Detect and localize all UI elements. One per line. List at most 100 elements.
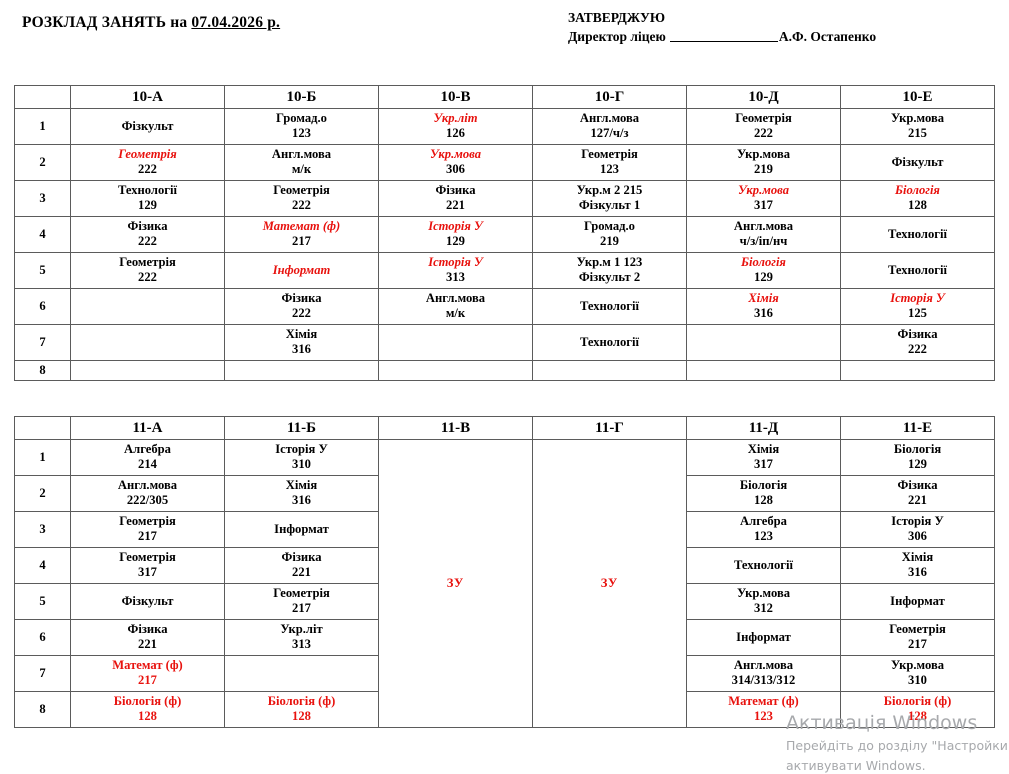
lesson-subject: Хімія <box>901 550 934 564</box>
lesson-room: 310 <box>908 673 927 687</box>
lesson-cell <box>686 324 841 361</box>
lesson-room: 217 <box>138 529 157 543</box>
lesson-room: 313 <box>292 637 311 651</box>
lesson-entry: Геометрія 217 <box>225 584 378 619</box>
column-header-10e: 10-Е <box>840 85 995 109</box>
lesson-subject: Укр.літ <box>433 111 478 125</box>
lesson-cell: Укр.мова 219 <box>686 144 841 181</box>
lesson-number-cell: 8 <box>14 360 71 381</box>
lesson-subject: Фізика <box>897 327 938 341</box>
lesson-number-cell: 1 <box>14 439 71 476</box>
lesson-entry <box>687 340 840 345</box>
column-header-10b: 10-Б <box>224 85 379 109</box>
lesson-entry: Англ.мова м/к <box>225 145 378 180</box>
lesson-cell: Історія У 313 <box>378 252 533 289</box>
watermark-line-1: Перейдіть до розділу "Настройки", <box>786 738 1009 753</box>
lesson-room: м/к <box>291 162 312 176</box>
lesson-subject: Історія У <box>891 514 944 528</box>
lesson-cell: Геометрія 222 <box>224 180 379 217</box>
lesson-room: 317 <box>754 457 773 471</box>
lesson-subject: Укр.мова <box>736 147 791 161</box>
lesson-cell: Історія У 306 <box>840 511 995 548</box>
lesson-subject: Хімія <box>748 291 779 305</box>
lesson-number-cell: 4 <box>14 216 71 253</box>
lesson-entry: Історія У 310 <box>225 440 378 475</box>
lesson-cell: Геометрія 217 <box>224 583 379 620</box>
table-row: 1 Фізкульт Громад.о 123 Укр.літ 126 Англ.мова 1… <box>14 108 995 145</box>
lesson-room: 310 <box>292 457 311 471</box>
lesson-entry: Геометрія 217 <box>71 512 224 547</box>
lesson-subject: Хімія <box>747 442 780 456</box>
lesson-room: 215 <box>908 126 927 140</box>
lesson-entry <box>225 671 378 676</box>
lesson-subject: Технології <box>579 334 640 349</box>
lesson-cell: Геометрія 222 <box>686 108 841 145</box>
lesson-subject: Біологія (ф) <box>113 694 182 708</box>
lesson-entry: Громад.о 123 <box>225 109 378 144</box>
lesson-subject: Укр.мова <box>737 183 790 197</box>
lesson-room: 123 <box>600 162 619 176</box>
lesson-number-cell: 6 <box>14 288 71 325</box>
lesson-subject: Геометрія <box>581 147 638 161</box>
lesson-entry: Математ (ф) 217 <box>225 217 378 252</box>
lesson-entry: Технології <box>533 333 686 353</box>
lesson-entry: Біологія 128 <box>687 476 840 511</box>
column-header-11a: 11-А <box>70 416 225 440</box>
director-line: Директор ліцею А.Ф. Остапенко <box>568 27 876 46</box>
lesson-room: 222/305 <box>126 493 169 507</box>
lesson-cell: Англ.мова м/к <box>378 288 533 325</box>
lesson-subject: Англ.мова <box>271 147 332 161</box>
lesson-entry: Біологія 128 <box>841 181 994 216</box>
lesson-cell: Технології <box>532 288 687 325</box>
lesson-entry: Технології <box>841 261 994 281</box>
lesson-cell: Історія У 125 <box>840 288 995 325</box>
lesson-entry: Історія У 125 <box>841 289 994 324</box>
lesson-subject: Технології <box>887 262 948 277</box>
lesson-subject: Геометрія <box>273 586 330 600</box>
lesson-room: 306 <box>908 529 927 543</box>
lesson-entry: Алгебра 123 <box>687 512 840 547</box>
lesson-subject: Укр.м 1 123 <box>576 255 643 269</box>
lesson-cell: Фізика 221 <box>70 619 225 656</box>
lesson-room: 219 <box>600 234 619 248</box>
lesson-room: 221 <box>138 637 157 651</box>
lesson-entry <box>71 368 224 373</box>
lesson-entry <box>841 368 994 373</box>
lesson-entry: Англ.мова 127/ч/з <box>533 109 686 144</box>
lesson-cell: Математ (ф) 217 <box>224 216 379 253</box>
lesson-room: 123 <box>292 126 311 140</box>
table-row: 1 Алгебра 214 Історія У 310 ЗУ ЗУ Хімія 317 Біоло… <box>14 439 995 728</box>
lesson-room: 313 <box>446 270 465 284</box>
lesson-subject: Геометрія <box>118 147 177 161</box>
table-row: 2 Англ.мова 222/305 Хімія 316 Біологія 128 Фізи… <box>14 475 995 512</box>
column-header-11g: 11-Г <box>532 416 687 440</box>
lesson-number-cell: 1 <box>14 108 71 145</box>
lesson-cell <box>378 360 533 381</box>
lesson-subject: Фізкульт <box>891 154 944 169</box>
lesson-cell: Укр.м 1 123 Фізкульт 2 <box>532 252 687 289</box>
lesson-cell: Укр.мова 312 <box>686 583 841 620</box>
lesson-entry: Інформат <box>687 628 840 648</box>
lesson-subject: Технології <box>887 226 948 241</box>
lesson-cell: Технології <box>840 216 995 253</box>
lesson-room: 221 <box>446 198 465 212</box>
lesson-entry: Фізика 222 <box>71 217 224 252</box>
table-row: 2 Геометрія 222 Англ.мова м/к Укр.мова 306 Геом… <box>14 144 995 181</box>
lesson-cell: Математ (ф) 217 <box>70 655 225 692</box>
lesson-room: 129 <box>446 234 465 248</box>
table-row: 5 Геометрія 222 Інформат Історія У 313 Укр.м 1… <box>14 252 995 289</box>
lesson-cell <box>686 360 841 381</box>
lesson-cell: Англ.мова м/к <box>224 144 379 181</box>
lesson-subject: Технології <box>733 557 794 572</box>
table-row: 3 Геометрія 217 Інформат Алгебра 123 Історія У… <box>14 511 995 548</box>
table-row: 4 Фізика 222 Математ (ф) 217 Історія У 129 Гром… <box>14 216 995 253</box>
lesson-entry: Технології <box>533 297 686 317</box>
lesson-subject: Англ.мова <box>733 219 794 233</box>
lesson-entry: Укр.мова 312 <box>687 584 840 619</box>
lesson-entry: Хімія 316 <box>225 476 378 511</box>
lesson-cell: Англ.мова 314/313/312 <box>686 655 841 692</box>
lesson-entry: Технології <box>841 225 994 245</box>
lesson-room: 217 <box>292 234 311 248</box>
column-header-11d: 11-Д <box>686 416 841 440</box>
lesson-entry: Фізика 221 <box>841 476 994 511</box>
